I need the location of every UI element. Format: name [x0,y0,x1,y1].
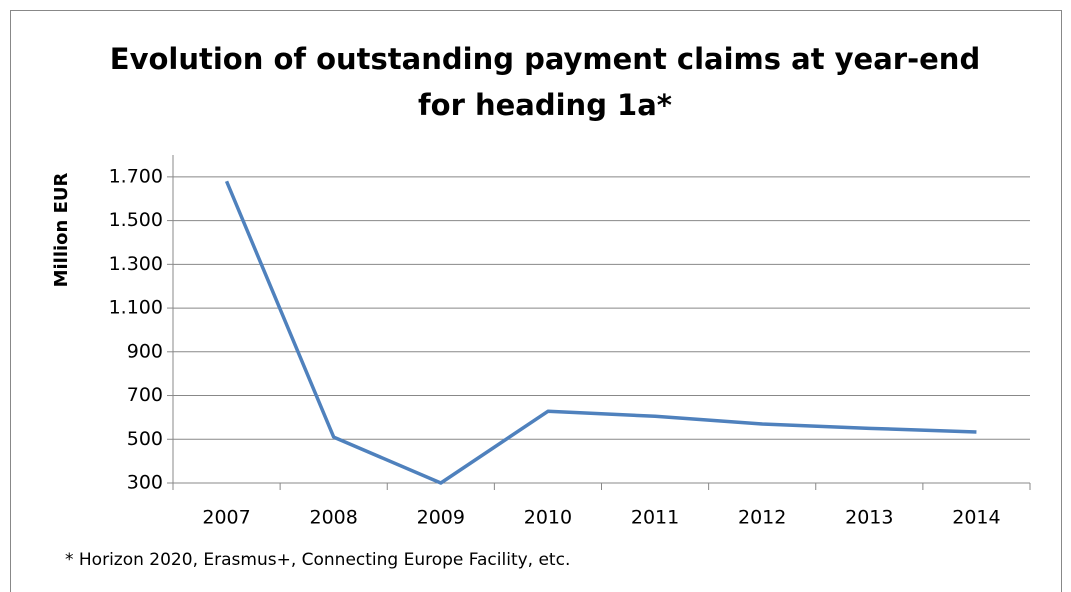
footnote: * Horizon 2020, Erasmus+, Connecting Eur… [65,550,570,570]
y-tick-label: 1.700 [109,165,163,187]
x-tick-label: 2013 [845,507,893,529]
x-tick-label: 2012 [738,507,786,529]
x-tick-label: 2009 [417,507,465,529]
y-tick-label: 300 [127,472,163,494]
x-tick-label: 2010 [524,507,572,529]
y-tick-label: 1.500 [109,209,163,231]
y-tick-label: 900 [127,340,163,362]
x-tick-label: 2011 [631,507,679,529]
chart-title: Evolution of outstanding payment claims … [109,42,981,122]
y-tick-label: 1.300 [109,253,163,275]
x-tick-label: 2007 [202,507,250,529]
chart-border [10,10,1062,592]
x-tick-label: 2014 [952,507,1000,529]
y-tick-label: 500 [127,428,163,450]
y-axis-title: Million EUR [51,172,72,287]
x-tick-label: 2008 [310,507,358,529]
line-series [224,180,977,485]
y-tick-label: 700 [127,384,163,406]
y-tick-label: 1.100 [109,297,163,319]
